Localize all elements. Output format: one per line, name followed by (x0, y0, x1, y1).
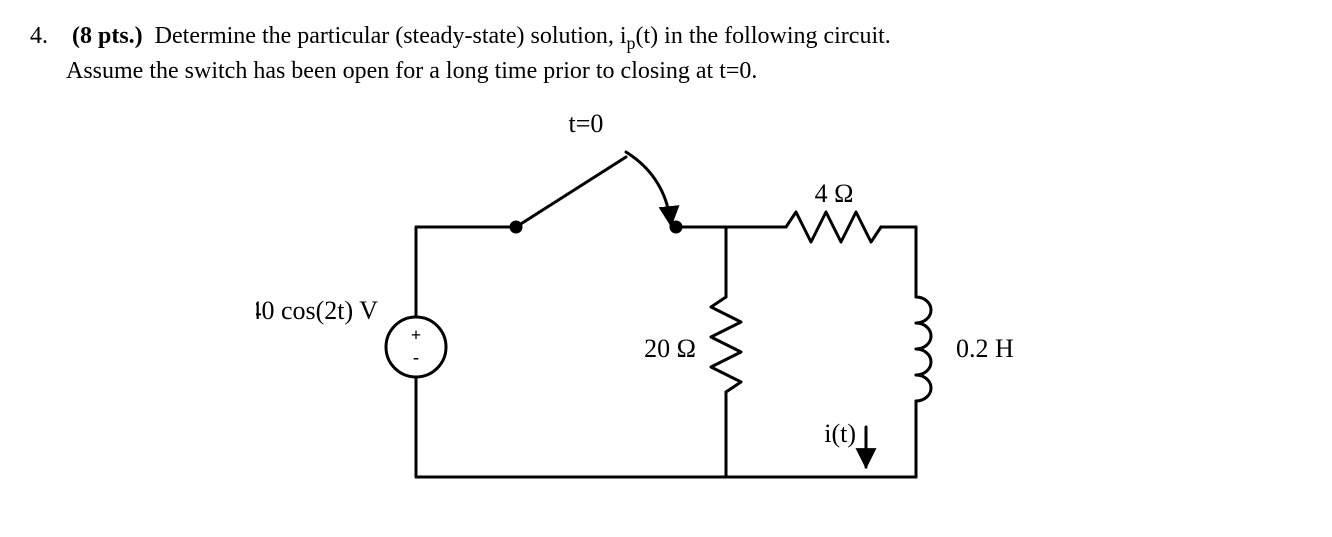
circuit-diagram: t=0 40 cos(2t) V + - 20 Ω 4 Ω 0.2 H i(t) (30, 97, 1302, 517)
q-line2: Assume the switch has been open for a lo… (66, 58, 757, 84)
plus-sign: + (411, 325, 421, 345)
q-line1a: Determine the particular (steady-state) … (155, 23, 627, 49)
inductor-label: 0.2 H (956, 334, 1014, 363)
question-number: 4. (30, 20, 66, 52)
q-line1-sub: p (627, 33, 636, 53)
points-label: (8 pts.) (72, 23, 143, 49)
r1-label: 20 Ω (644, 334, 696, 363)
minus-sign: - (413, 347, 419, 367)
current-label: i(t) (824, 419, 856, 448)
question-text: 4. (8 pts.) Determine the particular (st… (30, 20, 1302, 87)
r2-label: 4 Ω (815, 179, 854, 208)
switch-label: t=0 (569, 109, 604, 138)
source-label: 40 cos(2t) V (256, 296, 378, 325)
q-line1b: (t) in the following circuit. (636, 23, 891, 49)
